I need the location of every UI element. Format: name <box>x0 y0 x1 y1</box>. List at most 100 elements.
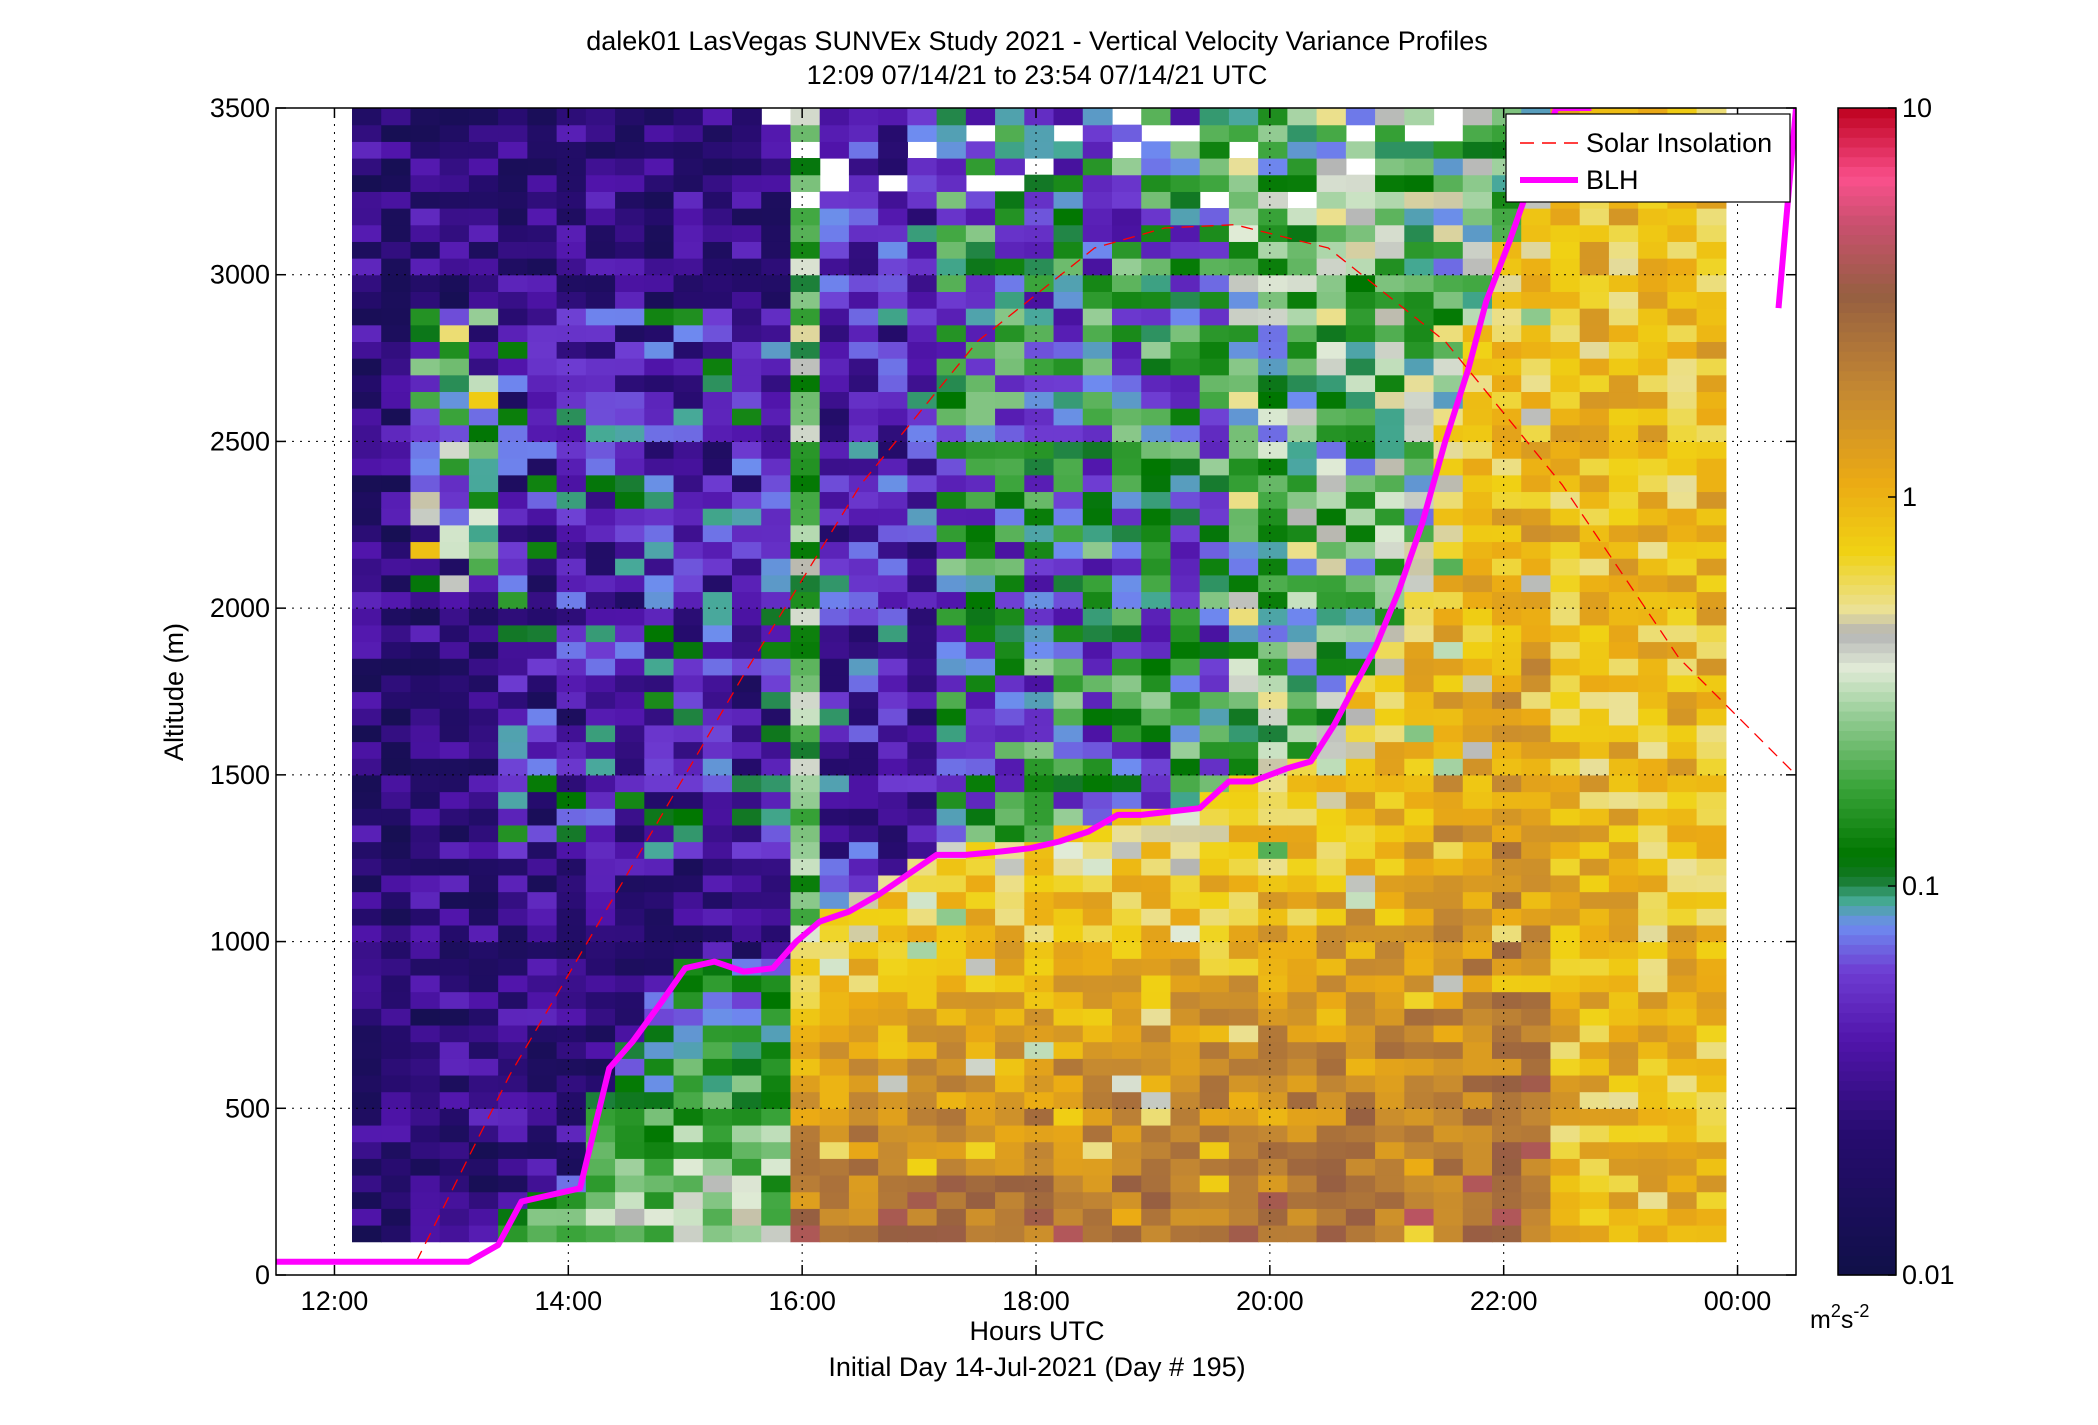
heatmap-cell <box>352 1074 382 1093</box>
heatmap-cell <box>498 974 528 993</box>
heatmap-cell <box>1608 1041 1639 1059</box>
heatmap-cell <box>1258 208 1288 226</box>
heatmap-cell <box>1199 258 1230 276</box>
heatmap-cell <box>1550 1224 1581 1243</box>
heatmap-cell <box>1112 908 1142 926</box>
heatmap-cell <box>1404 441 1435 459</box>
heatmap-cell <box>439 658 470 676</box>
heatmap-cell <box>1521 458 1552 476</box>
colorbar-segment <box>1838 876 1896 887</box>
heatmap-cell <box>1082 941 1113 959</box>
heatmap-cell <box>1608 758 1639 776</box>
heatmap-cell <box>702 1174 733 1193</box>
heatmap-cell <box>1579 808 1610 826</box>
heatmap-cell <box>848 674 879 693</box>
heatmap-cell <box>907 1108 938 1126</box>
heatmap-cell <box>848 824 879 843</box>
heatmap-cell <box>1404 824 1435 843</box>
heatmap-cell <box>761 774 792 793</box>
heatmap-cell <box>1375 1024 1405 1043</box>
heatmap-cell <box>1082 1108 1113 1126</box>
heatmap-cell <box>381 774 412 793</box>
heatmap-cell <box>1696 591 1727 609</box>
heatmap-cell <box>1696 824 1727 843</box>
heatmap-cell <box>1608 824 1639 843</box>
colorbar-segment <box>1838 1012 1896 1023</box>
heatmap-cell <box>498 724 528 743</box>
heatmap-cell <box>673 758 704 776</box>
heatmap-cell <box>498 924 528 943</box>
heatmap-cell <box>468 908 499 926</box>
heatmap-cell <box>1170 641 1201 659</box>
heatmap-cell <box>1024 358 1055 376</box>
heatmap-cell <box>1521 241 1552 259</box>
heatmap-cell <box>1550 524 1581 543</box>
heatmap-cell <box>1053 408 1084 426</box>
heatmap-cell <box>1258 1024 1288 1043</box>
heatmap-cell <box>410 858 441 876</box>
heatmap-cell <box>761 1041 792 1059</box>
heatmap-cell <box>644 1224 675 1243</box>
heatmap-cell <box>1492 558 1522 576</box>
heatmap-cell <box>936 291 967 309</box>
heatmap-cell <box>1492 1191 1522 1209</box>
colorbar-segment <box>1838 633 1896 644</box>
heatmap-cell <box>381 424 412 443</box>
heatmap-cell <box>1316 791 1347 809</box>
heatmap-cell <box>527 924 558 943</box>
heatmap-cell <box>761 1208 792 1226</box>
heatmap-cell <box>1287 358 1318 376</box>
heatmap-cell <box>1375 424 1405 443</box>
heatmap-cell <box>1521 1208 1552 1226</box>
heatmap-cell <box>1024 691 1055 709</box>
heatmap-cell <box>936 774 967 793</box>
heatmap-cell <box>1228 858 1259 876</box>
heatmap-cell <box>702 224 733 242</box>
heatmap-cell <box>1141 691 1172 709</box>
heatmap-cell <box>1228 941 1259 959</box>
heatmap-cell <box>1550 624 1581 643</box>
heatmap-cell <box>1521 424 1552 443</box>
heatmap-cell <box>410 474 441 493</box>
heatmap-cell <box>1141 724 1172 743</box>
heatmap-cell <box>468 1174 499 1193</box>
heatmap-cell <box>1112 858 1142 876</box>
heatmap-cell <box>1550 441 1581 459</box>
heatmap-cell <box>1141 1191 1172 1209</box>
heatmap-cell <box>468 941 499 959</box>
heatmap-cell <box>702 691 733 709</box>
heatmap-cell <box>1228 1141 1259 1159</box>
heatmap-cell <box>907 1008 938 1026</box>
heatmap-cell <box>1228 274 1259 292</box>
heatmap-cell <box>878 158 908 176</box>
heatmap-cell <box>1228 241 1259 259</box>
heatmap-cell <box>352 341 382 359</box>
heatmap-cell <box>1492 741 1522 759</box>
heatmap-cell <box>761 224 792 242</box>
heatmap-cell <box>848 1091 879 1109</box>
heatmap-cell <box>907 924 938 943</box>
blh-line <box>276 108 1592 1265</box>
heatmap-cell <box>644 441 675 459</box>
heatmap-cell <box>352 658 382 676</box>
heatmap-cell <box>1053 1174 1084 1193</box>
colorbar-segment <box>1838 905 1896 916</box>
heatmap-cell <box>1112 774 1142 793</box>
heatmap-cell <box>352 574 382 593</box>
heatmap-cell <box>673 174 704 192</box>
heatmap-cell <box>1667 1108 1698 1126</box>
heatmap-cell <box>965 408 996 426</box>
heatmap-cell <box>1521 1008 1552 1026</box>
heatmap-cell <box>673 1141 704 1159</box>
heatmap-cell <box>352 958 382 976</box>
heatmap-cell <box>1170 824 1201 843</box>
heatmap-cell <box>468 474 499 493</box>
heatmap-cell <box>1521 1191 1552 1209</box>
heatmap-cell <box>381 541 412 559</box>
heatmap-cell <box>732 941 762 959</box>
heatmap-cell <box>995 974 1025 993</box>
colorbar-segment <box>1838 419 1896 430</box>
heatmap-cell <box>1228 1074 1259 1093</box>
colorbar-segment <box>1838 555 1896 566</box>
heatmap-cell <box>1433 241 1464 259</box>
